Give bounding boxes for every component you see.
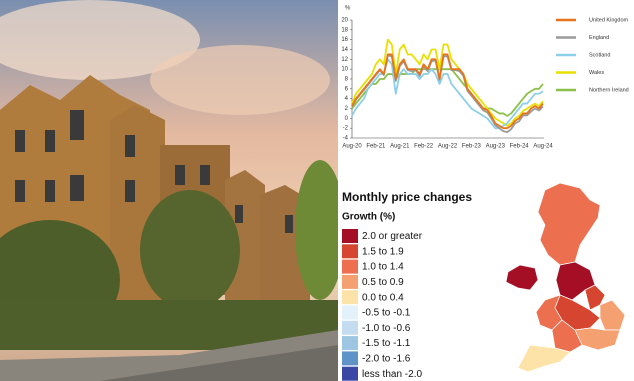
legend-swatch [342, 244, 358, 259]
y-tick-label: 14 [341, 47, 348, 53]
legend-swatch [342, 274, 358, 289]
x-tick-label: Feb-23 [462, 144, 482, 150]
legend-label: -1.0 to -0.6 [362, 323, 411, 334]
x-tick-label: Feb-24 [510, 144, 530, 150]
legend-label: United Kingdom [589, 17, 629, 23]
legend-label: 2.0 or greater [362, 231, 423, 242]
legend-swatch [342, 290, 358, 305]
y-tick-label: 20 [341, 18, 348, 24]
y-tick-label: -2 [343, 126, 349, 132]
series-line [351, 68, 544, 117]
map-subtitle: Growth (%) [342, 212, 395, 223]
legend-swatch [342, 305, 358, 320]
legend-swatch [342, 351, 358, 366]
x-tick-label: Feb-21 [366, 144, 386, 150]
y-tick-label: 4 [345, 96, 349, 102]
legend-label: 0.0 to 0.4 [362, 292, 404, 303]
x-tick-label: Aug-22 [438, 144, 458, 150]
y-tick-label: 18 [341, 27, 348, 33]
uk-map [505, 182, 626, 373]
x-tick-label: Aug-23 [486, 144, 506, 150]
y-tick-label: 8 [345, 77, 349, 83]
x-tick-label: Aug-24 [533, 144, 553, 150]
y-tick-label: 2 [345, 106, 349, 112]
y-tick-label: 0 [345, 116, 349, 122]
legend-label: 1.5 to 1.9 [362, 246, 404, 257]
x-tick-label: Aug-21 [390, 144, 410, 150]
x-tick-label: Aug-20 [342, 144, 362, 150]
y-axis-label: % [345, 6, 351, 12]
legend-swatch [342, 366, 358, 381]
y-tick-label: 10 [341, 67, 348, 73]
series-line [351, 38, 544, 127]
legend-label: 1.0 to 1.4 [362, 262, 404, 273]
legend-swatch [342, 336, 358, 351]
legend-label: Wales [589, 70, 604, 76]
y-tick-label: 12 [341, 57, 348, 63]
x-tick-label: Feb-22 [414, 144, 434, 150]
legend-label: Scotland [589, 52, 610, 58]
legend-label: less than -2.0 [362, 369, 422, 380]
legend-label: -0.5 to -0.1 [362, 308, 411, 319]
legend-label: 0.5 to 0.9 [362, 277, 404, 288]
legend-swatch [342, 229, 358, 243]
legend-label: Northern Ireland [589, 87, 629, 93]
map-title: Monthly price changes [342, 190, 472, 204]
y-tick-label: 16 [341, 37, 348, 43]
y-tick-label: -4 [343, 136, 349, 142]
legend-swatch [342, 320, 358, 335]
legend-label: -2.0 to -1.6 [362, 354, 411, 365]
legend-label: -1.5 to -1.1 [362, 338, 411, 349]
y-tick-label: 6 [345, 86, 349, 92]
photo [0, 0, 345, 381]
legend-label: England [589, 35, 609, 41]
legend-swatch [342, 259, 358, 274]
series-line [351, 53, 544, 130]
